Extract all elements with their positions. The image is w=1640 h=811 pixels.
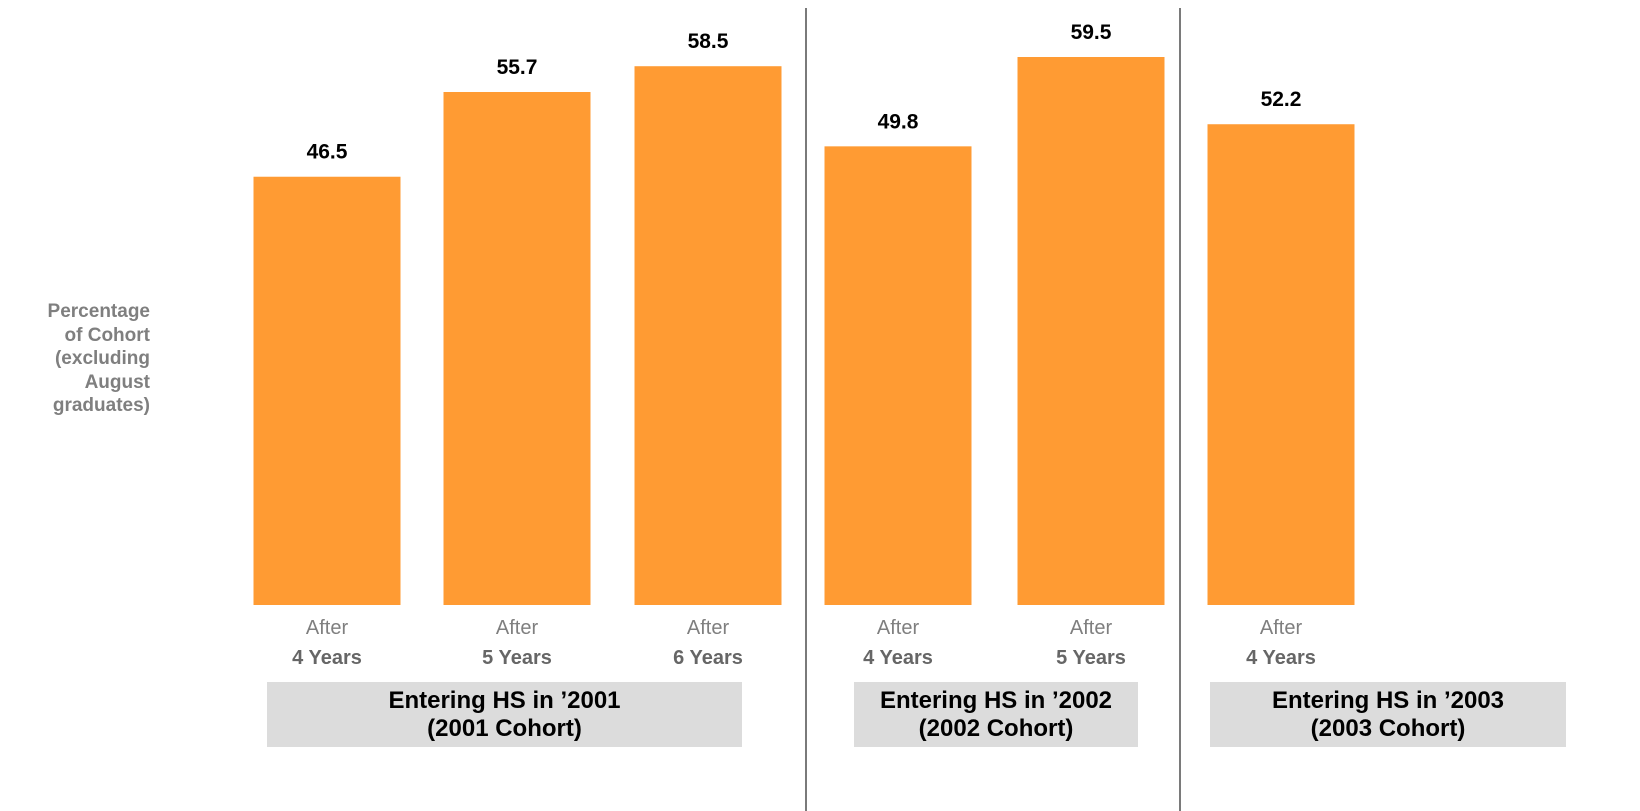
- x-tick-label-bottom: 4 Years: [863, 647, 933, 669]
- bar-value-label: 49.8: [878, 110, 919, 133]
- x-tick-label-top: After: [1260, 617, 1303, 639]
- group-label-line2: (2002 Cohort): [919, 715, 1074, 742]
- group-label-line1: Entering HS in ’2001: [388, 687, 620, 714]
- bar: [443, 92, 591, 606]
- x-tick-label-top: After: [1070, 617, 1113, 639]
- group-label-line1: Entering HS in ’2002: [880, 687, 1112, 714]
- group-label-line2: (2003 Cohort): [1311, 715, 1466, 742]
- bar-value-label: 59.5: [1071, 21, 1112, 44]
- bar-value-label: 52.2: [1261, 88, 1302, 111]
- bar: [1207, 124, 1355, 605]
- x-tick-label-bottom: 4 Years: [1246, 647, 1316, 669]
- bar: [253, 176, 401, 606]
- bar: [1017, 57, 1165, 605]
- x-tick-label-top: After: [687, 617, 730, 639]
- group-label-box: [854, 682, 1138, 747]
- bar-value-label: 46.5: [307, 141, 348, 164]
- x-tick-label-bottom: 5 Years: [482, 647, 552, 669]
- bar-value-label: 55.7: [497, 56, 538, 79]
- y-axis-label-line: August: [84, 371, 150, 393]
- x-tick-label-top: After: [496, 617, 539, 639]
- group-label-line1: Entering HS in ’2003: [1272, 687, 1504, 714]
- group-label-box: [267, 682, 742, 747]
- x-tick-label-bottom: 6 Years: [673, 647, 743, 669]
- y-axis-label-line: of Cohort: [64, 324, 150, 346]
- x-tick-label-top: After: [877, 617, 920, 639]
- y-axis-label-line: (excluding: [54, 348, 150, 369]
- y-axis-label-line: graduates): [52, 395, 150, 416]
- x-tick-label-top: After: [306, 617, 349, 639]
- bar: [634, 66, 782, 606]
- x-tick-label-bottom: 4 Years: [292, 647, 362, 669]
- x-tick-label-bottom: 5 Years: [1056, 647, 1126, 669]
- group-label-line2: (2001 Cohort): [427, 715, 582, 742]
- y-axis-label-line: Percentage: [47, 301, 150, 322]
- group-label-box: [1210, 682, 1566, 747]
- y-axis-label: Percentage of Cohort (excluding August g…: [0, 300, 150, 418]
- bar: [824, 146, 972, 606]
- bar-value-label: 58.5: [688, 30, 729, 53]
